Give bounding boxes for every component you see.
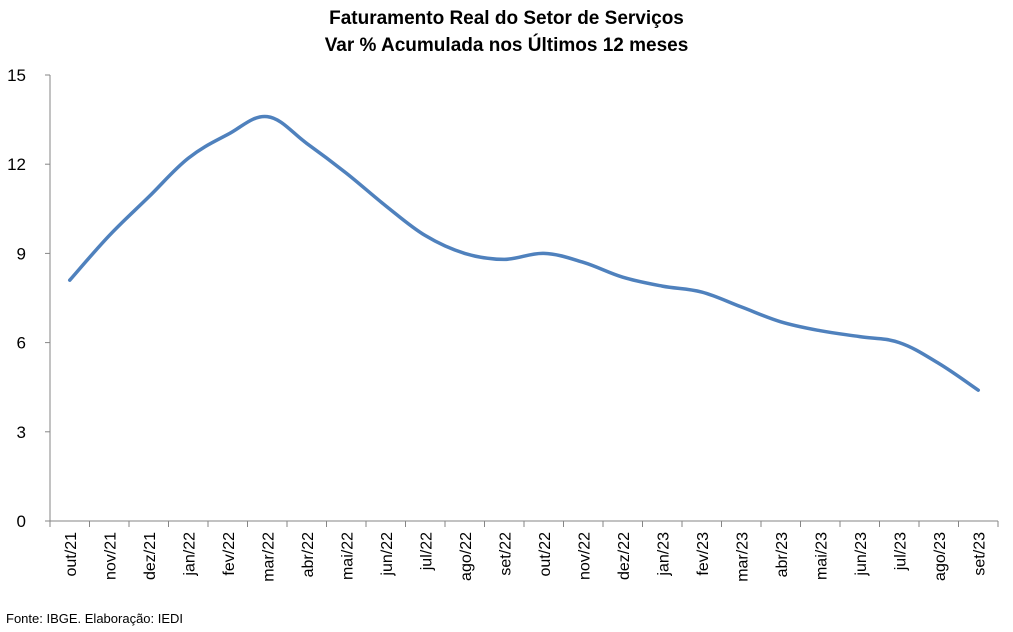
x-tick-label: fev/22 — [221, 532, 238, 576]
x-tick-label: ago/22 — [458, 532, 475, 581]
y-tick-label: 15 — [7, 66, 26, 85]
x-tick-label: set/23 — [971, 532, 988, 576]
x-tick-label: dez/22 — [616, 532, 633, 580]
x-tick-label: out/22 — [537, 532, 554, 577]
x-tick-label: nov/21 — [102, 532, 119, 580]
x-tick-label: mai/22 — [339, 532, 356, 580]
y-tick-label: 6 — [17, 334, 26, 353]
x-tick-label: mar/22 — [260, 532, 277, 582]
chart-title: Faturamento Real do Setor de Serviços — [329, 8, 684, 29]
x-tick-label: mai/23 — [813, 532, 830, 580]
x-tick-label: abr/23 — [774, 532, 791, 577]
x-tick-label: ago/23 — [932, 532, 949, 581]
series-line — [68, 114, 980, 392]
x-tick-label: abr/22 — [300, 532, 317, 577]
x-tick-label: jul/22 — [418, 532, 435, 571]
x-tick-label: jun/23 — [853, 532, 870, 577]
y-tick-label: 3 — [17, 423, 26, 442]
x-tick-label: jun/22 — [379, 532, 396, 577]
x-tick-label: nov/22 — [576, 532, 593, 580]
y-tick-label: 9 — [17, 244, 26, 263]
chart-subtitle: Var % Acumulada nos Últimos 12 meses — [324, 35, 689, 56]
x-tick-label: out/21 — [63, 532, 80, 577]
x-axis: out/21 nov/21 dez/21 jan/22 fev/22 mar/22 abr/… — [49, 520, 999, 582]
x-tick-label: set/22 — [497, 532, 514, 576]
x-tick-label: jan/23 — [655, 532, 672, 577]
x-tick-label: mar/23 — [734, 532, 751, 582]
x-tick-label: jan/22 — [181, 532, 198, 577]
plot-area — [68, 114, 980, 392]
y-tick-label: 0 — [17, 512, 26, 531]
y-tick-label: 12 — [7, 155, 26, 174]
x-tick-label: dez/21 — [142, 532, 159, 580]
source-note: Fonte: IBGE. Elaboração: IEDI — [6, 611, 184, 626]
x-tick-label: jul/23 — [892, 532, 909, 571]
y-axis: 0 3 6 9 12 15 — [7, 66, 51, 531]
x-tick-label: fev/23 — [695, 532, 712, 576]
